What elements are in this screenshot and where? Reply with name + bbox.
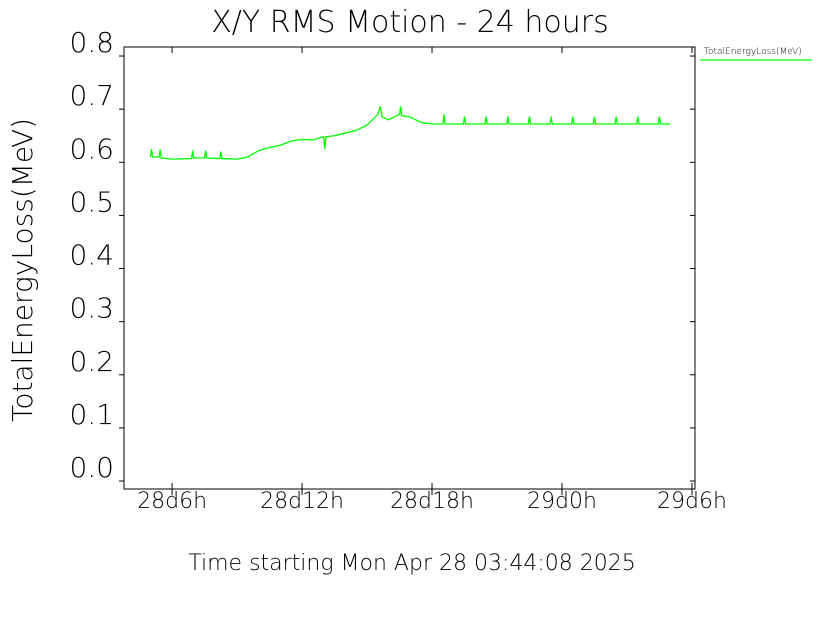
y-tick-label: 0.5 [69,185,114,218]
y-tick-label: 0.2 [69,345,114,378]
y-tick-label: 0.4 [69,239,114,272]
y-tick-label: 0.8 [69,26,114,59]
y-tick-label: 0.1 [69,398,114,431]
y-axis-label: TotalEnergyLoss(MeV) [6,118,39,422]
legend-label: TotalEnergyLoss(MeV) [704,47,802,57]
x-axis-label: Time starting Mon Apr 28 03:44:08 2025 [188,551,636,576]
y-tick-label: 0.6 [69,132,114,165]
data-line [149,106,671,160]
plot-frame [123,46,696,490]
chart-title: X/Y RMS Motion - 24 hours [211,5,609,40]
y-tick-label: 0.3 [69,292,114,325]
y-tick-label: 0.7 [69,79,114,112]
y-tick-label: 0.0 [69,451,114,484]
